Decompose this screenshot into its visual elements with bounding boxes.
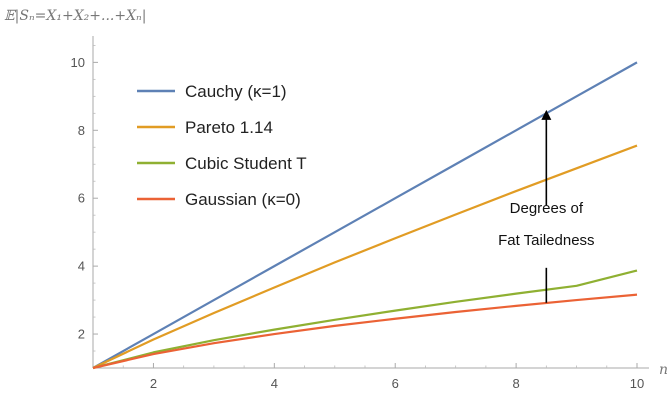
x-tick-label: 4 [271, 376, 278, 391]
axes: 2 4 6 8 10 2 4 6 8 10 𝔼|Sₙ=X₁+X₂+...+Xₙ| n [4, 8, 668, 391]
y-tick-label: 2 [78, 327, 85, 342]
annotation-background [484, 206, 609, 271]
legend-label: Pareto 1.14 [185, 118, 273, 137]
legend-label: Gaussian (κ=0) [185, 190, 301, 209]
series-line [92, 293, 638, 370]
y-tick-label: 10 [71, 55, 85, 70]
arrowhead [541, 109, 552, 120]
y-axis-title: 𝔼|Sₙ=X₁+X₂+...+Xₙ| [4, 8, 146, 24]
legend-label: Cubic Student T [185, 154, 307, 173]
y-tick-label: 8 [78, 123, 85, 138]
legend-label: Cauchy (κ=1) [185, 82, 287, 101]
y-tick-label: 4 [78, 259, 85, 274]
annotation-label: Degrees of [510, 200, 584, 217]
annotation: Degrees of Fat Tailedness [484, 109, 609, 303]
series-line [92, 269, 638, 370]
y-tick-label: 6 [78, 191, 85, 206]
x-tick-label: 10 [630, 376, 644, 391]
x-axis-title: n [659, 362, 668, 378]
annotation-label: Fat Tailedness [498, 232, 594, 249]
x-tick-label: 8 [512, 376, 519, 391]
x-tick-label: 6 [392, 376, 399, 391]
x-tick-label: 2 [150, 376, 157, 391]
legend: Cauchy (κ=1) Pareto 1.14 Cubic Student T Ga… [137, 82, 307, 209]
